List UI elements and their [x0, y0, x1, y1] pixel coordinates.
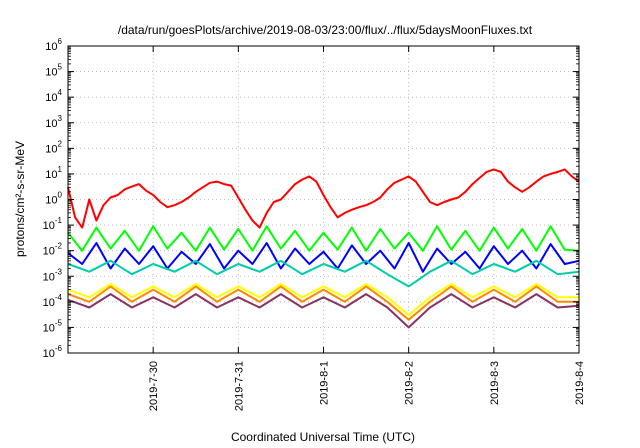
series-line-4 [67, 283, 579, 317]
x-axis-label: Coordinated Universal Time (UTC) [231, 430, 415, 444]
series-line-2 [67, 242, 580, 273]
y-tick-label: 101 [45, 165, 62, 181]
y-tick-label: 102 [45, 139, 62, 155]
chart-title: /data/run/goesPlots/archive/2019-08-03/2… [118, 23, 533, 37]
y-tick-label: 104 [45, 88, 62, 104]
x-tick-label: 2019-8-3 [489, 361, 501, 405]
x-tick-label: 2019-8-1 [319, 361, 331, 405]
series-line-3 [67, 259, 580, 288]
series-line-1 [67, 225, 580, 252]
x-axis: 2019-7-30 2019-7-31 2019-8-1 2019-8-2 2019-8… [148, 46, 586, 411]
x-tick-label: 2019-8-2 [404, 361, 416, 405]
y-tick-label: 103 [45, 114, 62, 130]
x-tick-label: 2019-7-31 [233, 361, 245, 411]
y-tick-label: 10-2 [43, 242, 63, 258]
series-line-5 [67, 285, 579, 321]
y-axis-label: protons/cm²-s-sr-MeV [13, 141, 27, 257]
series-line-0 [67, 168, 580, 229]
series-line-6 [67, 293, 580, 329]
y-tick-label: 105 [45, 63, 62, 79]
y-tick-label: 106 [45, 37, 62, 53]
y-tick-label: 10-1 [43, 216, 63, 232]
y-tick-label: 10-3 [43, 267, 63, 283]
y-tick-label: 10-5 [43, 318, 63, 334]
y-tick-label: 10-4 [43, 293, 63, 309]
y-axis: 10-6 10-5 10-4 10-3 10-2 10-1 100 101 102 103 104 1… [43, 37, 579, 360]
series-lines [67, 168, 580, 329]
y-tick-label: 100 [45, 191, 62, 207]
y-tick-label: 10-6 [43, 344, 63, 360]
x-tick-label: 2019-8-4 [574, 361, 586, 405]
x-tick-label: 2019-7-30 [148, 361, 160, 411]
